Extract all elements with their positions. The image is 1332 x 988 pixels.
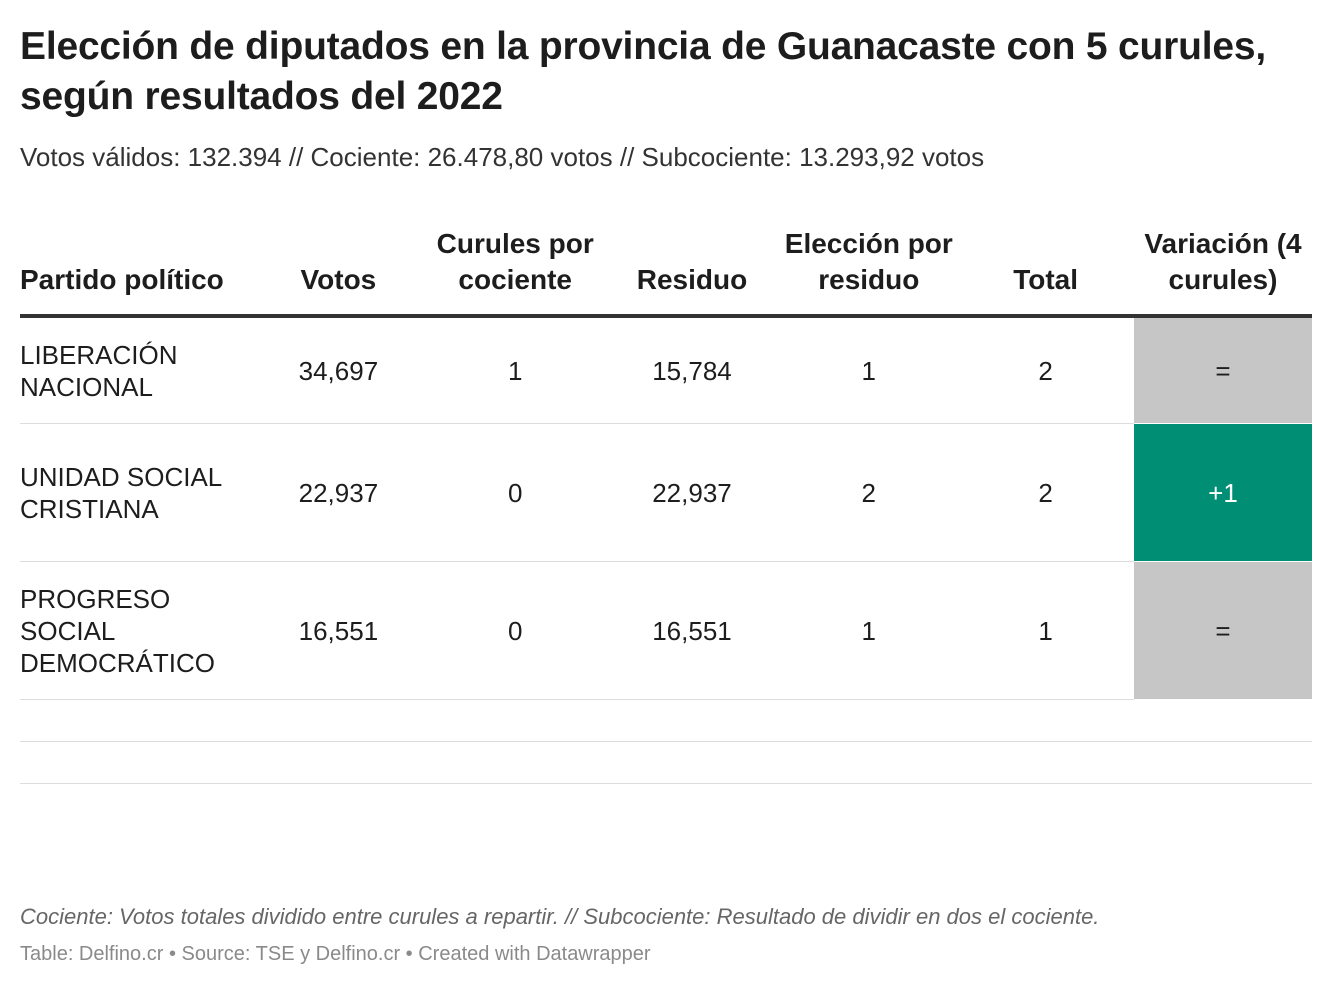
residue-seats-cell: 2 (780, 423, 958, 562)
header-votes: Votos (250, 226, 427, 318)
chart-notes: Cociente: Votos totales dividido entre c… (20, 904, 1100, 929)
empty-row (20, 699, 1312, 742)
votes-cell: 22,937 (250, 423, 427, 562)
table-row: PROGRESO SOCIAL DEMOCRÁTICO 16,551 0 16,… (20, 561, 1312, 700)
quotient-seats-cell: 0 (426, 561, 604, 700)
table-row: UNIDAD SOCIAL CRISTIANA 22,937 0 22,937 … (20, 423, 1312, 562)
variation-cell: = (1134, 561, 1312, 700)
total-cell: 2 (957, 316, 1134, 424)
table-row: LIBERACIÓN NACIONAL 34,697 1 15,784 1 2 … (20, 316, 1312, 424)
variation-cell: = (1134, 316, 1312, 424)
header-variation: Variación (4 curules) (1134, 226, 1312, 318)
results-table: Partido político Votos Curules por cocie… (20, 226, 1312, 784)
variation-cell: +1 (1134, 423, 1312, 562)
quotient-seats-cell: 1 (426, 316, 604, 424)
header-row: Partido político Votos Curules por cocie… (20, 226, 1312, 318)
header-quotient-seats: Curules por cociente (426, 226, 604, 318)
quotient-seats-cell: 0 (426, 423, 604, 562)
votes-cell: 16,551 (250, 561, 427, 700)
votes-cell: 34,697 (250, 316, 427, 424)
residue-seats-cell: 1 (780, 316, 958, 424)
total-cell: 2 (957, 423, 1134, 562)
residue-cell: 15,784 (603, 316, 781, 424)
header-residue-seats: Elección por residuo (780, 226, 958, 318)
party-name: LIBERACIÓN NACIONAL (20, 316, 250, 424)
header-residue: Residuo (603, 226, 781, 318)
chart-subtitle: Votos válidos: 132.394 // Cociente: 26.4… (20, 142, 985, 172)
header-total: Total (957, 226, 1134, 318)
total-cell: 1 (957, 561, 1134, 700)
residue-seats-cell: 1 (780, 561, 958, 700)
empty-row (20, 741, 1312, 784)
chart-title: Elección de diputados en la provincia de… (20, 25, 1267, 118)
party-name: PROGRESO SOCIAL DEMOCRÁTICO (20, 561, 250, 700)
party-name: UNIDAD SOCIAL CRISTIANA (20, 423, 250, 562)
residue-cell: 22,937 (603, 423, 781, 562)
chart-footer: Table: Delfino.cr • Source: TSE y Delfin… (20, 943, 651, 965)
residue-cell: 16,551 (603, 561, 781, 700)
header-party: Partido político (20, 226, 250, 318)
